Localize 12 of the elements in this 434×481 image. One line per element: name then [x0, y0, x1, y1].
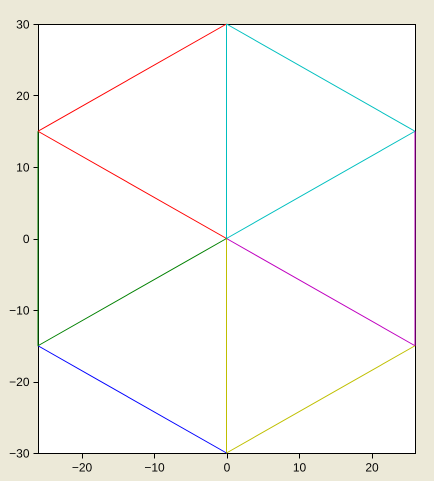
y-tick-label: 0 — [22, 232, 30, 246]
y-tick-label: −30 — [9, 446, 30, 460]
x-tick-label: −20 — [72, 460, 92, 474]
y-tick-label: 20 — [16, 89, 30, 103]
y-tick-label: −20 — [9, 375, 30, 389]
x-tick-label: 20 — [365, 460, 379, 474]
x-tick-label: 0 — [224, 460, 231, 474]
y-tick-label: 30 — [16, 18, 30, 32]
y-tick-label: 10 — [16, 160, 30, 174]
x-tick-label: 10 — [292, 460, 306, 474]
x-tick-label: −10 — [144, 460, 165, 474]
y-tick-label: −10 — [9, 304, 30, 318]
